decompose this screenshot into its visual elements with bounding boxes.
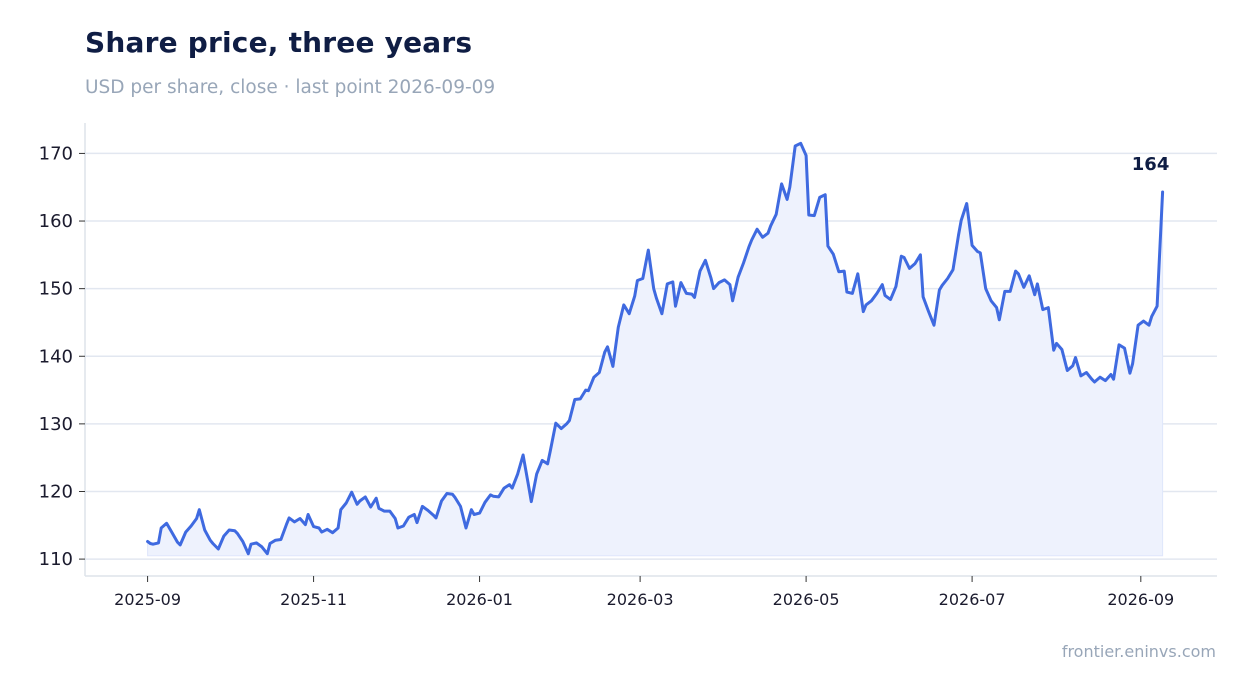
chart-title: Share price, three years [85, 26, 473, 59]
x-tick-label: 2026-09 [1107, 590, 1174, 609]
x-tick-label: 2025-09 [114, 590, 181, 609]
x-tick-label: 2026-07 [939, 590, 1006, 609]
y-axis-ticks: 110 120 130 140 150 160 170 [39, 143, 85, 570]
y-tick-label: 120 [39, 481, 73, 502]
source-credit: frontier.eninvs.com [1061, 642, 1216, 661]
x-tick-label: 2026-01 [446, 590, 513, 609]
y-tick-label: 140 [39, 346, 73, 367]
chart-subtitle: USD per share, close · last point 2026-0… [85, 77, 496, 98]
y-tick-label: 160 [39, 211, 73, 232]
y-tick-label: 150 [39, 279, 73, 300]
price-line [146, 141, 1165, 556]
price-area-fill [147, 142, 1164, 557]
axes [84, 123, 1217, 577]
x-axis-ticks: 2025-09 2025-11 2026-01 2026-03 2026-05 2026-… [114, 576, 1174, 609]
x-tick-label: 2025-11 [280, 590, 347, 609]
y-tick-label: 170 [39, 143, 73, 164]
y-tick-label: 110 [39, 549, 73, 570]
y-tick-label: 130 [39, 414, 73, 435]
x-tick-label: 2026-03 [607, 590, 674, 609]
last-value-label: 164 [1132, 154, 1170, 175]
x-tick-label: 2026-05 [773, 590, 840, 609]
